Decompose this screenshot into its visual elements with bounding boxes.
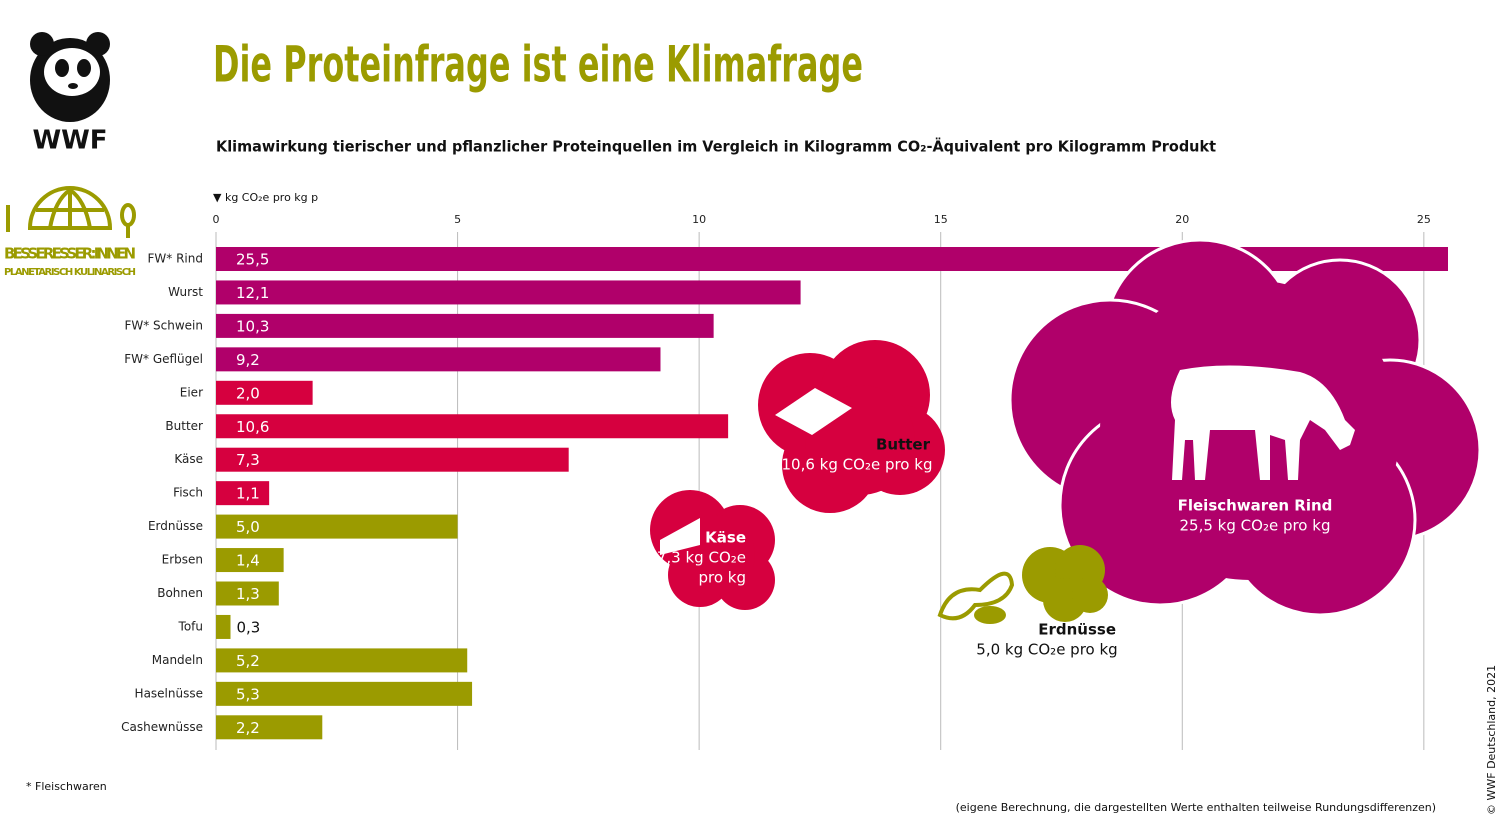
bar: [216, 347, 661, 372]
y-tick-label: Eier: [180, 385, 203, 399]
bar: [216, 380, 313, 405]
bar: [216, 581, 279, 606]
annotation-title: Erdnüsse: [1038, 621, 1116, 639]
value-label: 10,3: [236, 317, 269, 335]
value-label: 5,2: [236, 652, 260, 670]
badge-text: PLANETARISCH KULINARISCH: [4, 267, 136, 278]
bar: [216, 414, 729, 439]
x-tick-label: 5: [454, 213, 461, 226]
y-tick-label: Bohnen: [157, 586, 203, 600]
value-label: 7,3: [236, 451, 260, 469]
annotation-text: 5,0 kg CO₂e pro kg: [976, 641, 1117, 659]
y-tick-label: Erbsen: [162, 553, 203, 567]
badge-text: BESSERESSER:INNEN: [4, 245, 136, 263]
value-label: 1,3: [236, 585, 260, 603]
y-tick-label: Tofu: [178, 619, 203, 633]
annotation-text: 25,5 kg CO₂e pro kg: [1180, 517, 1331, 535]
wwf-logo: WWF: [30, 32, 110, 156]
y-tick-label: Cashewnüsse: [121, 720, 203, 734]
bar: [216, 313, 714, 338]
bar: [216, 715, 323, 740]
value-label: 5,0: [236, 518, 260, 536]
butter-icon: [775, 388, 852, 435]
value-label: 9,2: [236, 351, 260, 369]
y-tick-label: Wurst: [168, 285, 203, 299]
value-label: 5,3: [236, 685, 260, 703]
annotation-title: Käse: [705, 529, 746, 547]
y-tick-label: FW* Rind: [148, 252, 203, 266]
y-tick-label: Käse: [174, 452, 203, 466]
cloud-butter: [758, 340, 945, 513]
peanut-icon: [937, 571, 1015, 624]
x-tick-label: 25: [1417, 213, 1431, 226]
cow: [1171, 365, 1355, 480]
bar: [216, 447, 569, 472]
bar: [216, 614, 231, 639]
annotation-text: pro kg: [698, 569, 746, 587]
bar: [216, 481, 270, 506]
y-tick-label: Mandeln: [152, 653, 203, 667]
x-tick-label: 20: [1175, 213, 1189, 226]
logo-text: WWF: [32, 126, 107, 156]
bar: [216, 681, 473, 706]
value-label: 2,2: [236, 719, 260, 737]
y-tick-label: Erdnüsse: [148, 519, 203, 533]
value-label: 10,6: [236, 418, 269, 436]
y-tick-label: Butter: [165, 419, 203, 433]
y-tick-label: FW* Schwein: [124, 318, 203, 332]
y-tick-label: FW* Geflügel: [124, 352, 203, 366]
value-label: 0,3: [236, 618, 260, 636]
cloud-erdnuss: [1022, 545, 1108, 622]
annotation-title: Butter: [876, 436, 931, 454]
x-tick-label: 0: [213, 213, 220, 226]
annotations: Fleischwaren Rind 25,5 kg CO₂e pro kg Butt…: [657, 436, 1333, 659]
annotation-text: 7,3 kg CO₂e: [657, 549, 746, 567]
axis-label: ▼ kg CO₂e pro kg p: [213, 191, 318, 204]
x-tick-label: 15: [934, 213, 948, 226]
bar: [216, 280, 801, 305]
bar: [216, 514, 458, 539]
value-label: 25,5: [236, 251, 269, 269]
chart-subtitle: Klimawirkung tierischer und pflanzlicher…: [216, 137, 1216, 156]
value-label: 1,4: [236, 552, 260, 570]
source: (eigene Berechnung, die dargestellten We…: [956, 801, 1436, 814]
chart-title: Die Proteinfrage ist eine Klimafrage: [213, 36, 863, 94]
bar: [216, 548, 284, 573]
annotation-text: 10,6 kg CO₂e pro kg: [782, 456, 933, 474]
cheese-icon: [660, 518, 700, 555]
annotation-title: Fleischwaren Rind: [1178, 497, 1333, 515]
value-label: 12,1: [236, 284, 269, 302]
y-tick-label: Fisch: [173, 486, 203, 500]
x-tick-label: 10: [692, 213, 706, 226]
value-label: 2,0: [236, 384, 260, 402]
bar: [216, 648, 468, 673]
y-tick-label: Haselnüsse: [135, 686, 203, 700]
badge: [6, 186, 136, 238]
copyright: © WWF Deutschland, 2021: [1485, 665, 1498, 815]
value-label: 1,1: [236, 485, 260, 503]
footnote: * Fleischwaren: [26, 780, 107, 793]
